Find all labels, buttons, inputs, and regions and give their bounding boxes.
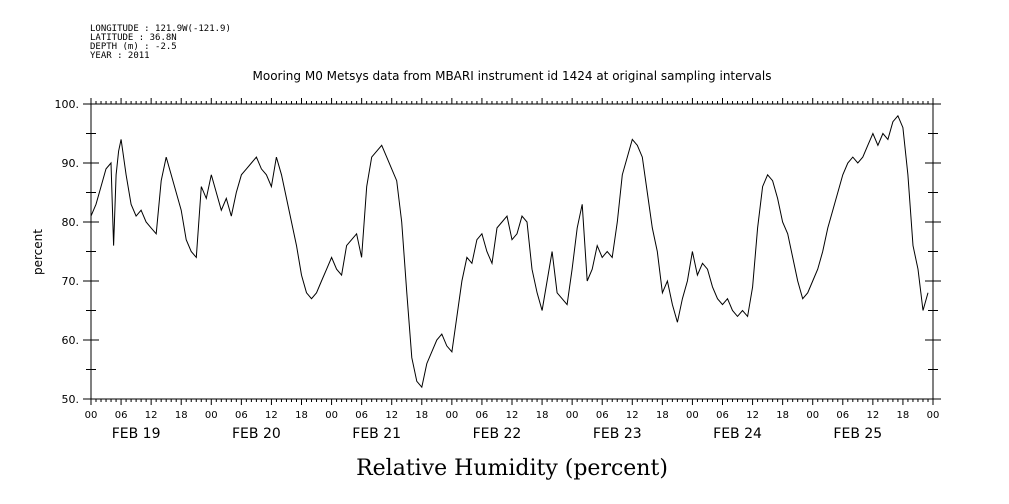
day-label: FEB 24 [713,426,762,442]
hour-tick-label: 06 [836,410,849,421]
day-label: FEB 19 [112,426,161,442]
hour-tick-label: 06 [596,410,609,421]
plot-frame [90,103,934,400]
y-tick-label: 60. [62,334,80,347]
day-label: FEB 21 [352,426,401,442]
hour-tick-label: 12 [866,410,879,421]
y-tick-label: 50. [62,393,80,406]
latitude-label: LATITUDE : 36.8N [90,33,177,43]
hour-tick-label: 06 [355,410,368,421]
y-tick-label: 70. [62,275,80,288]
hour-tick-label: 12 [746,410,759,421]
series-line [90,114,929,389]
y-tick-labels: 50. 60. 70. 80. 90. 100. [55,98,80,406]
hour-tick-label: 00 [85,410,98,421]
hour-tick-label: 18 [656,410,669,421]
hour-tick-label: 00 [806,410,819,421]
hour-tick-label: 06 [476,410,489,421]
chart-title: Mooring M0 Metsys data from MBARI instru… [253,69,772,83]
x-tick-labels: 00 06 12 18 FEB 19 00 06 12 18 FEB 20 00 06 12 18 FEB … [85,410,940,442]
y-axis-label: percent [31,229,45,275]
hour-tick-label: 00 [927,410,940,421]
hour-tick-label: 06 [115,410,128,421]
hour-tick-label: 18 [415,410,428,421]
hour-tick-label: 18 [295,410,308,421]
longitude-label: LONGITUDE : 121.9W(-121.9) [90,24,231,34]
hour-tick-label: 18 [776,410,789,421]
hour-tick-label: 12 [385,410,398,421]
hour-tick-label: 12 [506,410,519,421]
metadata-header: LONGITUDE : 121.9W(-121.9) LATITUDE : 36… [90,24,231,61]
hour-tick-label: 18 [536,410,549,421]
axis-ticks [83,98,941,405]
day-label: FEB 22 [473,426,522,442]
y-tick-label: 90. [62,157,80,170]
depth-label: DEPTH (m) : -2.5 [90,42,177,52]
hour-tick-label: 00 [325,410,338,421]
hour-tick-label: 12 [265,410,278,421]
hour-tick-label: 18 [897,410,910,421]
y-tick-label: 80. [62,216,80,229]
x-axis-label: Relative Humidity (percent) [356,456,668,481]
day-label: FEB 23 [593,426,642,442]
day-label: FEB 25 [833,426,882,442]
hour-tick-label: 00 [566,410,579,421]
year-label: YEAR : 2011 [90,51,150,61]
hour-tick-label: 12 [145,410,158,421]
hour-tick-label: 00 [686,410,699,421]
day-label: FEB 20 [232,426,281,442]
hour-tick-label: 06 [716,410,729,421]
hour-tick-label: 00 [205,410,218,421]
hour-tick-label: 00 [445,410,458,421]
hour-tick-label: 12 [626,410,639,421]
hour-tick-label: 18 [175,410,188,421]
y-tick-label: 100. [55,98,80,111]
hour-tick-label: 06 [235,410,248,421]
